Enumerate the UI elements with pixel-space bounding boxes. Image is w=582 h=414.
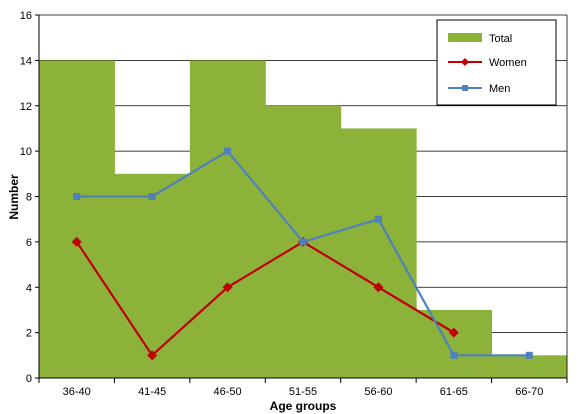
y-tick-label: 10 (20, 146, 32, 158)
y-tick-label: 6 (26, 237, 32, 249)
point-women (222, 282, 233, 293)
x-tick-label: 51-55 (289, 386, 317, 398)
lines (71, 147, 533, 361)
point-men (224, 147, 232, 155)
point-men (299, 238, 307, 246)
x-tick-label: 66-70 (515, 386, 543, 398)
point-men (374, 215, 382, 223)
legend-total-label: Total (489, 33, 512, 45)
line-women (75, 240, 455, 357)
point-men (73, 193, 81, 200)
legend: Total Women Men (436, 19, 557, 106)
bar-total (189, 60, 266, 378)
point-men (148, 193, 156, 200)
y-tick-label: 4 (26, 282, 32, 294)
legend-total-swatch (448, 33, 482, 42)
point-women (448, 327, 459, 338)
y-tick-label: 12 (20, 101, 32, 113)
legend-women-label: Women (489, 57, 527, 69)
y-tick-label: 2 (26, 328, 32, 340)
point-women (373, 282, 384, 293)
x-tick-labels: 36-40 41-45 46-50 51-55 56-60 61-65 66-70 (63, 386, 544, 398)
bar-total (39, 60, 115, 378)
bar-total (340, 128, 417, 378)
point-men (525, 351, 533, 359)
y-axis-title: Number (7, 174, 21, 220)
x-tick-label: 41-45 (138, 386, 166, 398)
x-tick-label: 61-65 (440, 386, 468, 398)
y-tick-labels: 0 2 4 6 8 10 12 14 16 (20, 10, 32, 385)
x-tick-label: 36-40 (63, 386, 91, 398)
bar-total (114, 173, 191, 378)
point-women (147, 350, 158, 361)
point-men (450, 351, 458, 359)
bar-total (416, 309, 493, 378)
x-tick-label: 46-50 (214, 386, 242, 398)
y-tick-label: 16 (20, 10, 32, 22)
y-tick-label: 8 (26, 192, 32, 204)
y-tick-label: 14 (20, 55, 32, 67)
x-axis-title: Age groups (270, 399, 337, 413)
legend-men-label: Men (489, 83, 510, 95)
bars (39, 60, 568, 378)
axes (35, 14, 568, 383)
y-tick-label: 0 (26, 373, 32, 385)
legend-women-marker (461, 58, 469, 66)
legend-men-marker (462, 85, 468, 91)
bar-total (491, 355, 568, 378)
x-tick-label: 56-60 (364, 386, 392, 398)
point-women (71, 236, 82, 247)
